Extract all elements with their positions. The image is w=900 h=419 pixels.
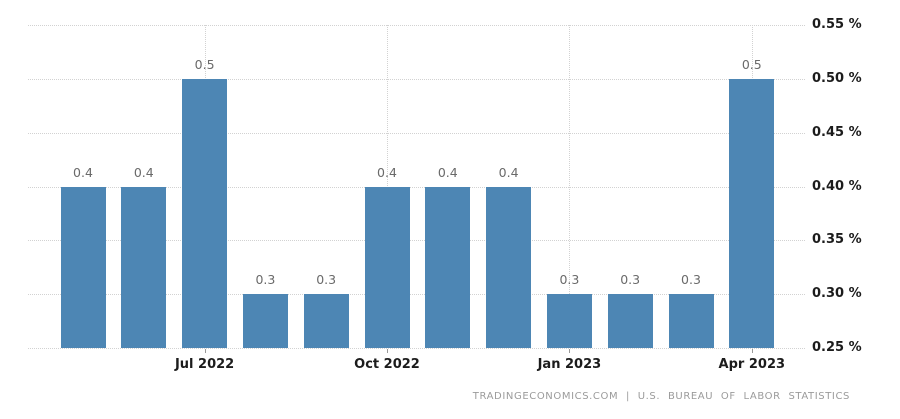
bar-apr-2023[interactable] bbox=[729, 78, 775, 348]
gridline-horizontal bbox=[28, 78, 805, 80]
bar-value-label: 0.3 bbox=[620, 272, 641, 288]
bar-value-label: 0.4 bbox=[437, 164, 458, 180]
bar-oct-2022[interactable] bbox=[364, 186, 410, 348]
x-axis-label: Jul 2022 bbox=[174, 357, 235, 372]
x-axis-label: Oct 2022 bbox=[354, 357, 420, 372]
bar-value-label: 0.3 bbox=[316, 272, 337, 288]
bar-may-2022[interactable] bbox=[60, 186, 106, 348]
gridline-horizontal bbox=[28, 294, 805, 296]
y-axis-label: 0.50 % bbox=[812, 70, 862, 86]
bar-jun-2022[interactable] bbox=[121, 186, 167, 348]
bar-value-label: 0.4 bbox=[133, 164, 154, 180]
bar-dec-2022[interactable] bbox=[486, 186, 532, 348]
bar-value-label: 0.3 bbox=[681, 272, 701, 288]
x-axis-label: Jan 2023 bbox=[537, 357, 602, 372]
bar-jul-2022[interactable] bbox=[182, 78, 228, 348]
x-axis-label: Apr 2023 bbox=[718, 357, 786, 372]
bar-value-label: 0.4 bbox=[73, 164, 93, 180]
bar-value-label: 0.5 bbox=[194, 56, 215, 72]
bar-feb-2023[interactable] bbox=[607, 294, 653, 348]
gridline-horizontal bbox=[28, 348, 805, 349]
gridline-horizontal bbox=[28, 25, 805, 26]
bar-value-label: 0.3 bbox=[559, 272, 580, 288]
bar-aug-2022[interactable] bbox=[242, 294, 288, 348]
bar-value-label: 0.5 bbox=[741, 56, 762, 72]
bar-value-label: 0.4 bbox=[377, 164, 397, 180]
gridline-horizontal bbox=[28, 186, 805, 188]
bar-jan-2023[interactable] bbox=[546, 294, 592, 348]
bar-mar-2023[interactable] bbox=[668, 294, 714, 348]
y-axis-label: 0.30 % bbox=[812, 286, 862, 302]
y-axis-label: 0.45 % bbox=[812, 124, 862, 140]
x-axis-tick bbox=[569, 349, 571, 353]
y-axis-label: 0.55 % bbox=[812, 17, 862, 32]
y-axis-label: 0.25 % bbox=[812, 340, 862, 355]
bar-nov-2022[interactable] bbox=[425, 186, 471, 348]
gridline-horizontal bbox=[28, 240, 805, 242]
y-axis-label: 0.35 % bbox=[812, 232, 862, 248]
x-axis-tick bbox=[751, 349, 753, 353]
bar-sep-2022[interactable] bbox=[303, 294, 349, 348]
y-axis-label: 0.40 % bbox=[812, 178, 862, 194]
x-axis-tick bbox=[204, 349, 206, 353]
x-axis-tick bbox=[387, 349, 388, 353]
bar-value-label: 0.3 bbox=[255, 272, 276, 288]
gridline-horizontal bbox=[28, 132, 805, 134]
gridline-vertical bbox=[569, 25, 571, 348]
bar-value-label: 0.4 bbox=[498, 164, 519, 180]
attribution-text: TRADINGECONOMICS.COM | U.S. BUREAU OF LA… bbox=[472, 391, 850, 402]
